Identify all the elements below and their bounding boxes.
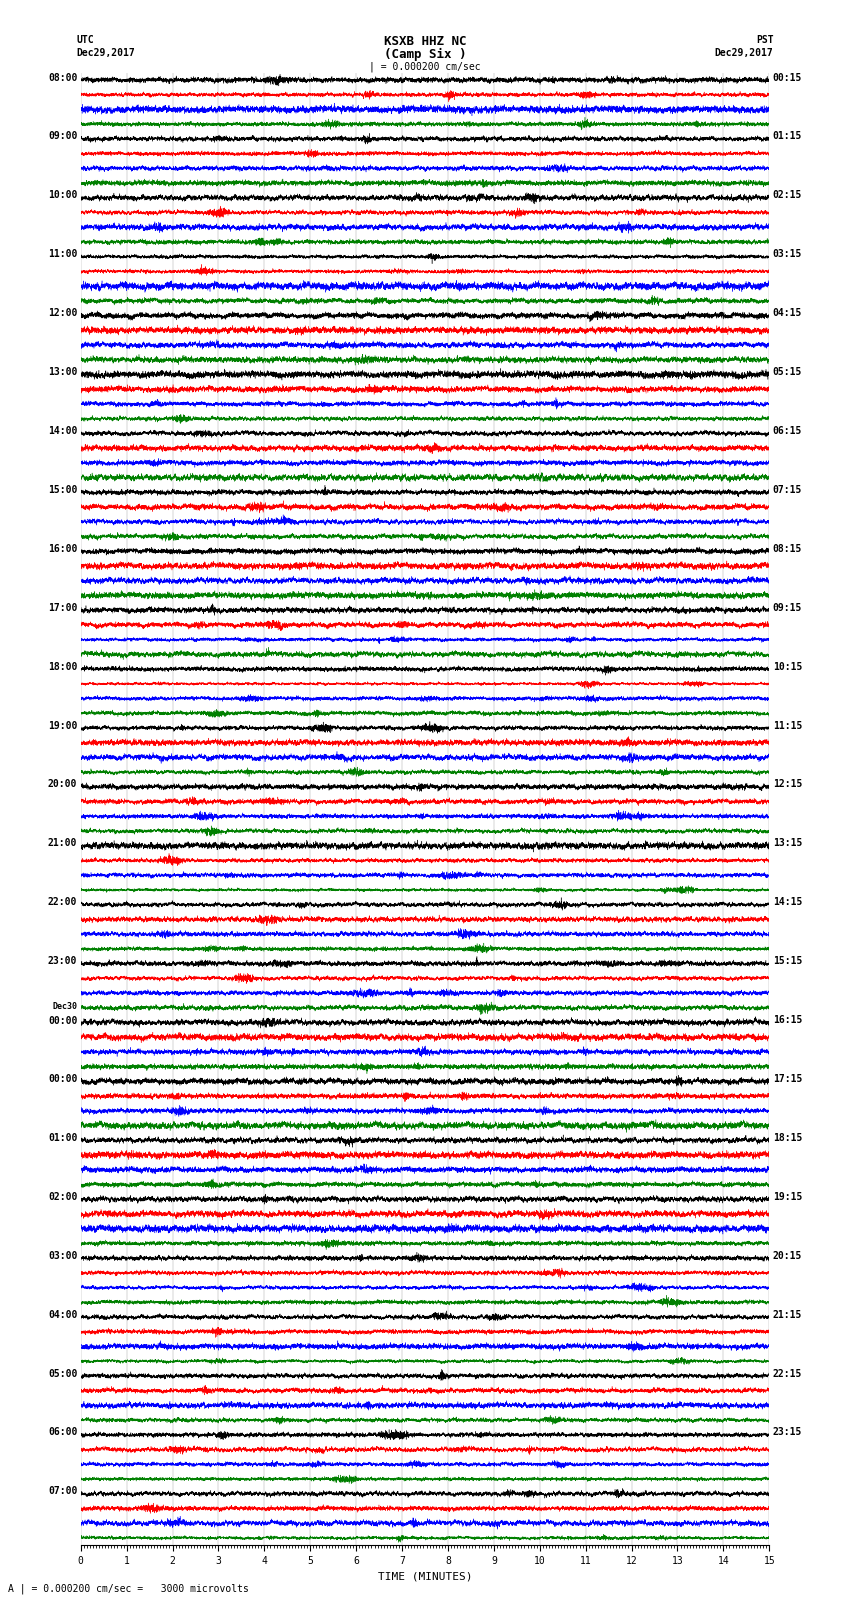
Text: 06:00: 06:00	[48, 1428, 77, 1437]
Text: 03:15: 03:15	[773, 250, 802, 260]
Text: 02:15: 02:15	[773, 190, 802, 200]
Text: 08:00: 08:00	[48, 73, 77, 82]
Text: 00:00: 00:00	[48, 1016, 77, 1026]
Text: 12:00: 12:00	[48, 308, 77, 318]
Text: 10:15: 10:15	[773, 661, 802, 671]
Text: | = 0.000200 cm/sec: | = 0.000200 cm/sec	[369, 61, 481, 73]
Text: 23:15: 23:15	[773, 1428, 802, 1437]
Text: 15:15: 15:15	[773, 957, 802, 966]
Text: 13:15: 13:15	[773, 839, 802, 848]
Text: 00:15: 00:15	[773, 73, 802, 82]
Text: 05:15: 05:15	[773, 368, 802, 377]
Text: 00:00: 00:00	[48, 1074, 77, 1084]
Text: 13:00: 13:00	[48, 368, 77, 377]
Text: 21:00: 21:00	[48, 839, 77, 848]
Text: 19:00: 19:00	[48, 721, 77, 731]
Text: 05:00: 05:00	[48, 1368, 77, 1379]
Text: 17:15: 17:15	[773, 1074, 802, 1084]
Text: 16:00: 16:00	[48, 544, 77, 553]
Text: 10:00: 10:00	[48, 190, 77, 200]
Text: 14:00: 14:00	[48, 426, 77, 436]
Text: 09:15: 09:15	[773, 603, 802, 613]
Text: 03:00: 03:00	[48, 1250, 77, 1261]
Text: 08:15: 08:15	[773, 544, 802, 553]
Text: 11:15: 11:15	[773, 721, 802, 731]
Text: 18:15: 18:15	[773, 1132, 802, 1144]
Text: 07:15: 07:15	[773, 486, 802, 495]
Text: 22:00: 22:00	[48, 897, 77, 907]
Text: 04:15: 04:15	[773, 308, 802, 318]
Text: Dec30: Dec30	[53, 1002, 77, 1011]
Text: 12:15: 12:15	[773, 779, 802, 789]
Text: 14:15: 14:15	[773, 897, 802, 907]
Text: 02:00: 02:00	[48, 1192, 77, 1202]
Text: 01:15: 01:15	[773, 132, 802, 142]
Text: 09:00: 09:00	[48, 132, 77, 142]
X-axis label: TIME (MINUTES): TIME (MINUTES)	[377, 1571, 473, 1581]
Text: 20:15: 20:15	[773, 1250, 802, 1261]
Text: 23:00: 23:00	[48, 957, 77, 966]
Text: 11:00: 11:00	[48, 250, 77, 260]
Text: 17:00: 17:00	[48, 603, 77, 613]
Text: PST: PST	[756, 35, 774, 45]
Text: 06:15: 06:15	[773, 426, 802, 436]
Text: 01:00: 01:00	[48, 1132, 77, 1144]
Text: 16:15: 16:15	[773, 1015, 802, 1026]
Text: 19:15: 19:15	[773, 1192, 802, 1202]
Text: 07:00: 07:00	[48, 1486, 77, 1497]
Text: 21:15: 21:15	[773, 1310, 802, 1319]
Text: 04:00: 04:00	[48, 1310, 77, 1319]
Text: UTC: UTC	[76, 35, 94, 45]
Text: Dec29,2017: Dec29,2017	[715, 48, 774, 58]
Text: 22:15: 22:15	[773, 1368, 802, 1379]
Text: Dec29,2017: Dec29,2017	[76, 48, 135, 58]
Text: 15:00: 15:00	[48, 486, 77, 495]
Text: KSXB HHZ NC: KSXB HHZ NC	[383, 35, 467, 48]
Text: 18:00: 18:00	[48, 661, 77, 671]
Text: 20:00: 20:00	[48, 779, 77, 789]
Text: (Camp Six ): (Camp Six )	[383, 48, 467, 61]
Text: A | = 0.000200 cm/sec =   3000 microvolts: A | = 0.000200 cm/sec = 3000 microvolts	[8, 1582, 249, 1594]
